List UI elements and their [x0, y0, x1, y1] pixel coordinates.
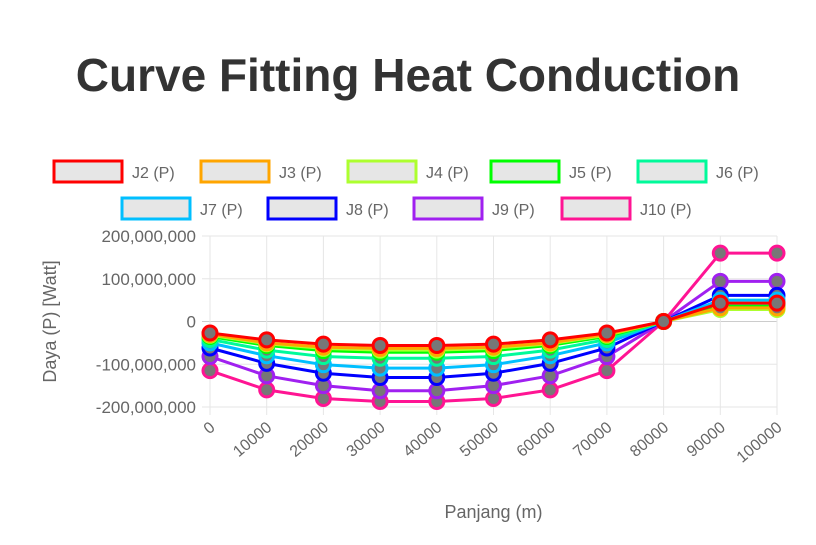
- data-point: [541, 331, 559, 349]
- legend-item: J3 (P): [199, 159, 322, 184]
- y-tick-label: 100,000,000: [101, 270, 196, 289]
- chart-title: Curve Fitting Heat Conduction: [75, 49, 741, 101]
- legend-swatch: [636, 159, 708, 184]
- data-point: [258, 381, 276, 399]
- data-point: [655, 313, 673, 330]
- x-tick-label: 30000: [344, 419, 389, 461]
- legend-label: J10 (P): [640, 202, 692, 219]
- legend-swatch: [266, 196, 338, 221]
- data-point: [711, 294, 729, 312]
- x-tick-label: 80000: [627, 419, 672, 461]
- legend-swatch: [560, 196, 632, 221]
- legend-swatch: [52, 159, 124, 184]
- data-point: [598, 324, 616, 342]
- x-tick-label: 40000: [400, 419, 445, 461]
- x-tick-label: 50000: [457, 419, 502, 461]
- data-point: [598, 362, 616, 380]
- legend-label: J7 (P): [200, 202, 243, 219]
- legend-item: J7 (P): [120, 196, 243, 221]
- data-point: [314, 335, 332, 353]
- x-tick-label: 10000: [230, 419, 275, 461]
- x-tick-label: 90000: [684, 419, 729, 461]
- y-tick-label: 0: [187, 313, 196, 332]
- legend-item: J10 (P): [560, 196, 692, 221]
- data-point: [768, 294, 786, 312]
- legend-item: J8 (P): [266, 196, 389, 221]
- legend-item: J9 (P): [412, 196, 535, 221]
- y-tick-label: -200,000,000: [96, 398, 196, 417]
- legend-swatch: [412, 196, 484, 221]
- x-tick-label: 100000: [734, 419, 786, 466]
- x-tick-label: 70000: [570, 419, 615, 461]
- data-point: [201, 362, 219, 380]
- data-point: [711, 272, 729, 290]
- legend-label: J8 (P): [346, 202, 389, 219]
- legend-item: J6 (P): [636, 159, 759, 184]
- x-axis-title: Panjang (m): [444, 502, 542, 522]
- legend-item: J2 (P): [52, 159, 175, 184]
- data-point: [485, 335, 502, 353]
- legend-label: J4 (P): [426, 165, 469, 182]
- legend-swatch: [199, 159, 271, 184]
- data-point: [371, 336, 389, 354]
- x-tick-label: 0: [201, 419, 219, 438]
- legend-label: J9 (P): [492, 202, 535, 219]
- y-tick-label: 200,000,000: [101, 227, 196, 246]
- data-point: [711, 244, 729, 262]
- data-point: [258, 331, 276, 349]
- legend-swatch: [120, 196, 192, 221]
- legend-label: J3 (P): [279, 165, 322, 182]
- data-point: [768, 244, 786, 262]
- legend-swatch: [346, 159, 418, 184]
- legend-swatch: [489, 159, 561, 184]
- y-axis-title: Daya (P) [Watt]: [40, 260, 60, 382]
- legend-item: J4 (P): [346, 159, 469, 184]
- legend-label: J6 (P): [716, 165, 759, 182]
- legend-label: J2 (P): [132, 165, 175, 182]
- legend-item: J5 (P): [489, 159, 612, 184]
- data-point: [428, 336, 446, 354]
- data-point: [201, 324, 219, 342]
- data-point: [768, 272, 786, 290]
- x-tick-label: 20000: [287, 419, 332, 461]
- legend-label: J5 (P): [569, 165, 612, 182]
- y-tick-label: -100,000,000: [96, 355, 196, 374]
- data-point: [541, 381, 559, 399]
- x-tick-label: 60000: [514, 419, 559, 461]
